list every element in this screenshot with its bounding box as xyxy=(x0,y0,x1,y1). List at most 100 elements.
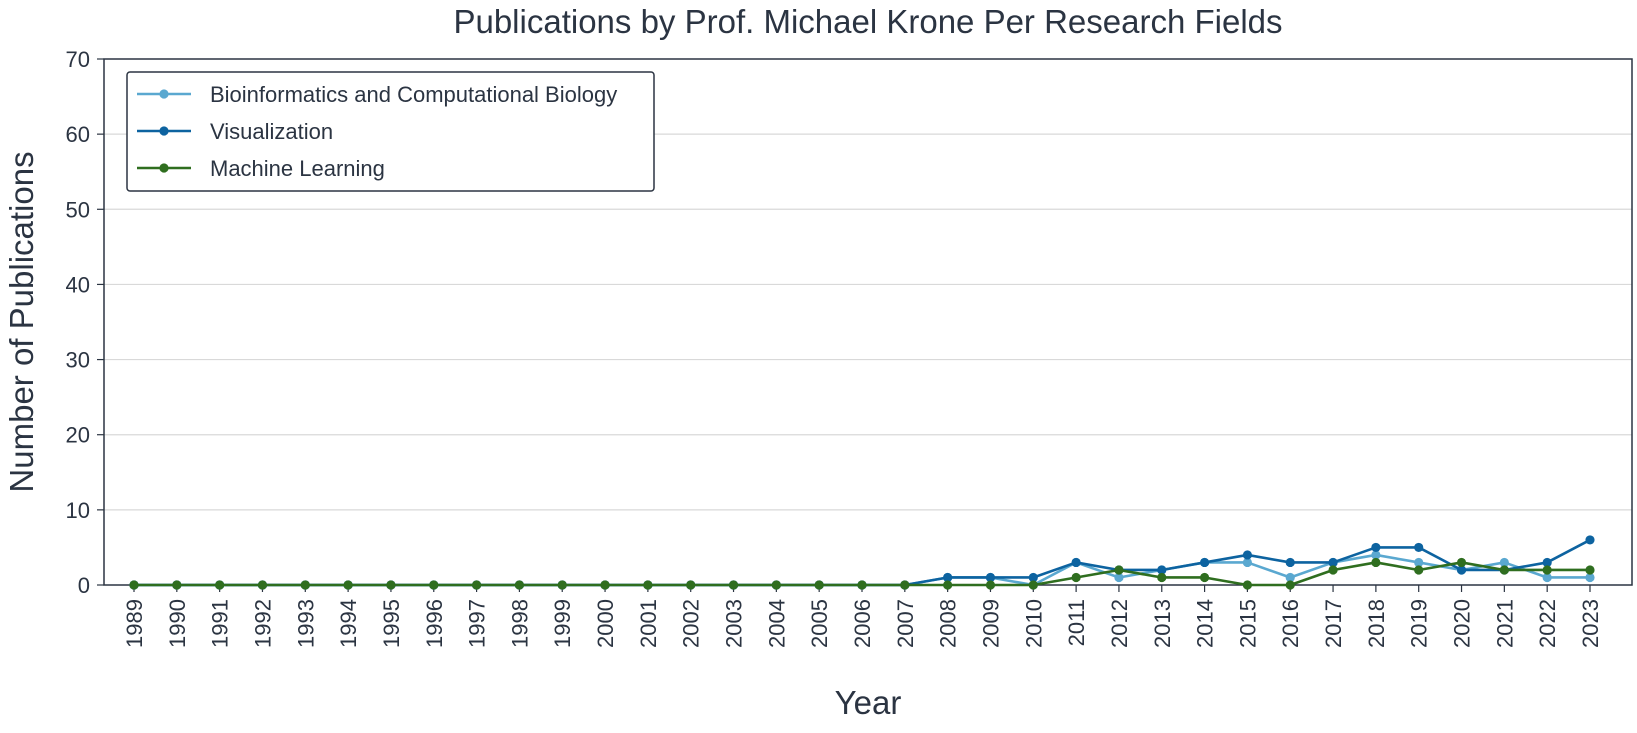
x-tick-label: 2011 xyxy=(1064,599,1089,646)
x-tick-label: 2018 xyxy=(1364,599,1389,648)
data-point xyxy=(1242,550,1253,560)
x-tick-label: 2021 xyxy=(1492,599,1517,648)
legend-item: Visualization xyxy=(137,119,333,144)
legend-label: Bioinformatics and Computational Biology xyxy=(210,82,617,107)
data-point xyxy=(1199,557,1210,568)
x-tick-label: 2019 xyxy=(1407,599,1432,648)
x-axis-ticks: 1989 1990 1991 1992 1993 1994 1995 1996 1997 1998… xyxy=(122,585,1603,648)
x-tick-label: 1993 xyxy=(293,599,318,648)
y-tick-label: 60 xyxy=(66,122,90,147)
y-tick-label: 50 xyxy=(66,197,90,222)
data-point xyxy=(728,580,739,590)
x-tick-label: 2008 xyxy=(936,599,961,648)
x-tick-label: 2020 xyxy=(1450,599,1475,648)
data-point xyxy=(900,580,910,590)
data-point xyxy=(1414,542,1424,553)
data-point xyxy=(1585,535,1595,545)
y-tick-label: 30 xyxy=(66,348,90,373)
data-point xyxy=(1285,557,1295,568)
legend-label: Visualization xyxy=(210,119,333,144)
data-point xyxy=(1585,565,1595,575)
y-tick-label: 10 xyxy=(66,498,90,523)
data-point xyxy=(1542,572,1552,583)
legend-box xyxy=(126,71,655,192)
series-group xyxy=(129,557,1595,590)
data-point xyxy=(172,580,182,590)
data-point xyxy=(1585,572,1595,583)
data-point xyxy=(1114,572,1124,583)
data-point xyxy=(600,580,610,590)
x-tick-label: 2012 xyxy=(1107,599,1132,648)
x-tick-label: 1997 xyxy=(465,599,490,648)
legend-marker xyxy=(159,126,169,136)
data-point xyxy=(1542,557,1552,568)
series-layer xyxy=(129,535,1595,590)
data-point xyxy=(215,580,225,590)
data-point xyxy=(1328,565,1338,575)
x-tick-label: 2013 xyxy=(1150,599,1175,648)
data-point xyxy=(771,580,781,590)
data-point xyxy=(343,580,353,590)
x-tick-label: 2001 xyxy=(636,599,661,648)
data-point xyxy=(1242,557,1253,568)
data-point xyxy=(1328,557,1338,568)
y-tick-label: 40 xyxy=(66,272,90,297)
x-tick-label: 2017 xyxy=(1321,599,1346,648)
data-point xyxy=(857,580,867,590)
data-point xyxy=(1371,557,1381,568)
legend-marker xyxy=(159,163,169,173)
data-point xyxy=(1114,565,1124,575)
legend: Bioinformatics and Computational Biology… xyxy=(126,71,655,192)
x-tick-label: 1990 xyxy=(165,599,190,648)
legend-item: Bioinformatics and Computational Biology xyxy=(137,82,617,107)
data-point xyxy=(643,580,653,590)
y-axis-label: Number of Publications xyxy=(3,151,40,492)
y-axis-ticks: 0 10 20 30 40 50 60 70 xyxy=(66,47,104,598)
data-point xyxy=(943,572,953,583)
data-point xyxy=(1499,565,1509,575)
chart-title: Publications by Prof. Michael Krone Per … xyxy=(453,3,1282,40)
data-point xyxy=(1542,565,1552,575)
legend-marker xyxy=(159,89,169,99)
x-tick-label: 1999 xyxy=(550,599,575,648)
data-point xyxy=(386,580,396,590)
x-tick-label: 2009 xyxy=(978,599,1003,648)
x-tick-label: 1992 xyxy=(250,599,275,648)
data-point xyxy=(1071,557,1081,568)
x-tick-label: 2016 xyxy=(1278,599,1303,648)
data-point xyxy=(557,580,567,590)
legend-item: Machine Learning xyxy=(137,156,385,181)
data-point xyxy=(1071,572,1081,583)
data-point xyxy=(471,580,482,590)
data-point xyxy=(429,580,439,590)
data-point xyxy=(1414,557,1424,568)
x-tick-label: 2010 xyxy=(1021,599,1046,648)
data-point xyxy=(1456,565,1467,575)
y-tick-label: 0 xyxy=(78,573,90,598)
x-tick-label: 2014 xyxy=(1193,599,1218,648)
x-tick-label: 1998 xyxy=(507,599,532,648)
data-point xyxy=(300,580,310,590)
data-point xyxy=(257,580,268,590)
data-point xyxy=(1285,572,1295,583)
x-tick-label: 2007 xyxy=(893,599,918,648)
x-tick-label: 2005 xyxy=(807,599,832,648)
data-point xyxy=(985,572,996,583)
legend-label: Machine Learning xyxy=(210,156,385,181)
x-tick-label: 1989 xyxy=(122,599,147,648)
x-tick-label: 2023 xyxy=(1578,599,1603,648)
y-tick-label: 70 xyxy=(66,47,90,72)
data-point xyxy=(1242,580,1253,590)
data-point xyxy=(814,580,824,590)
x-axis-label: Year xyxy=(835,684,902,721)
x-tick-label: 1996 xyxy=(422,599,447,648)
data-point xyxy=(1499,557,1509,568)
data-point xyxy=(1028,580,1038,590)
x-tick-label: 2015 xyxy=(1235,599,1260,648)
data-point xyxy=(129,580,139,590)
x-tick-label: 1994 xyxy=(336,599,361,648)
data-point xyxy=(1371,550,1381,560)
data-point xyxy=(1456,557,1467,568)
